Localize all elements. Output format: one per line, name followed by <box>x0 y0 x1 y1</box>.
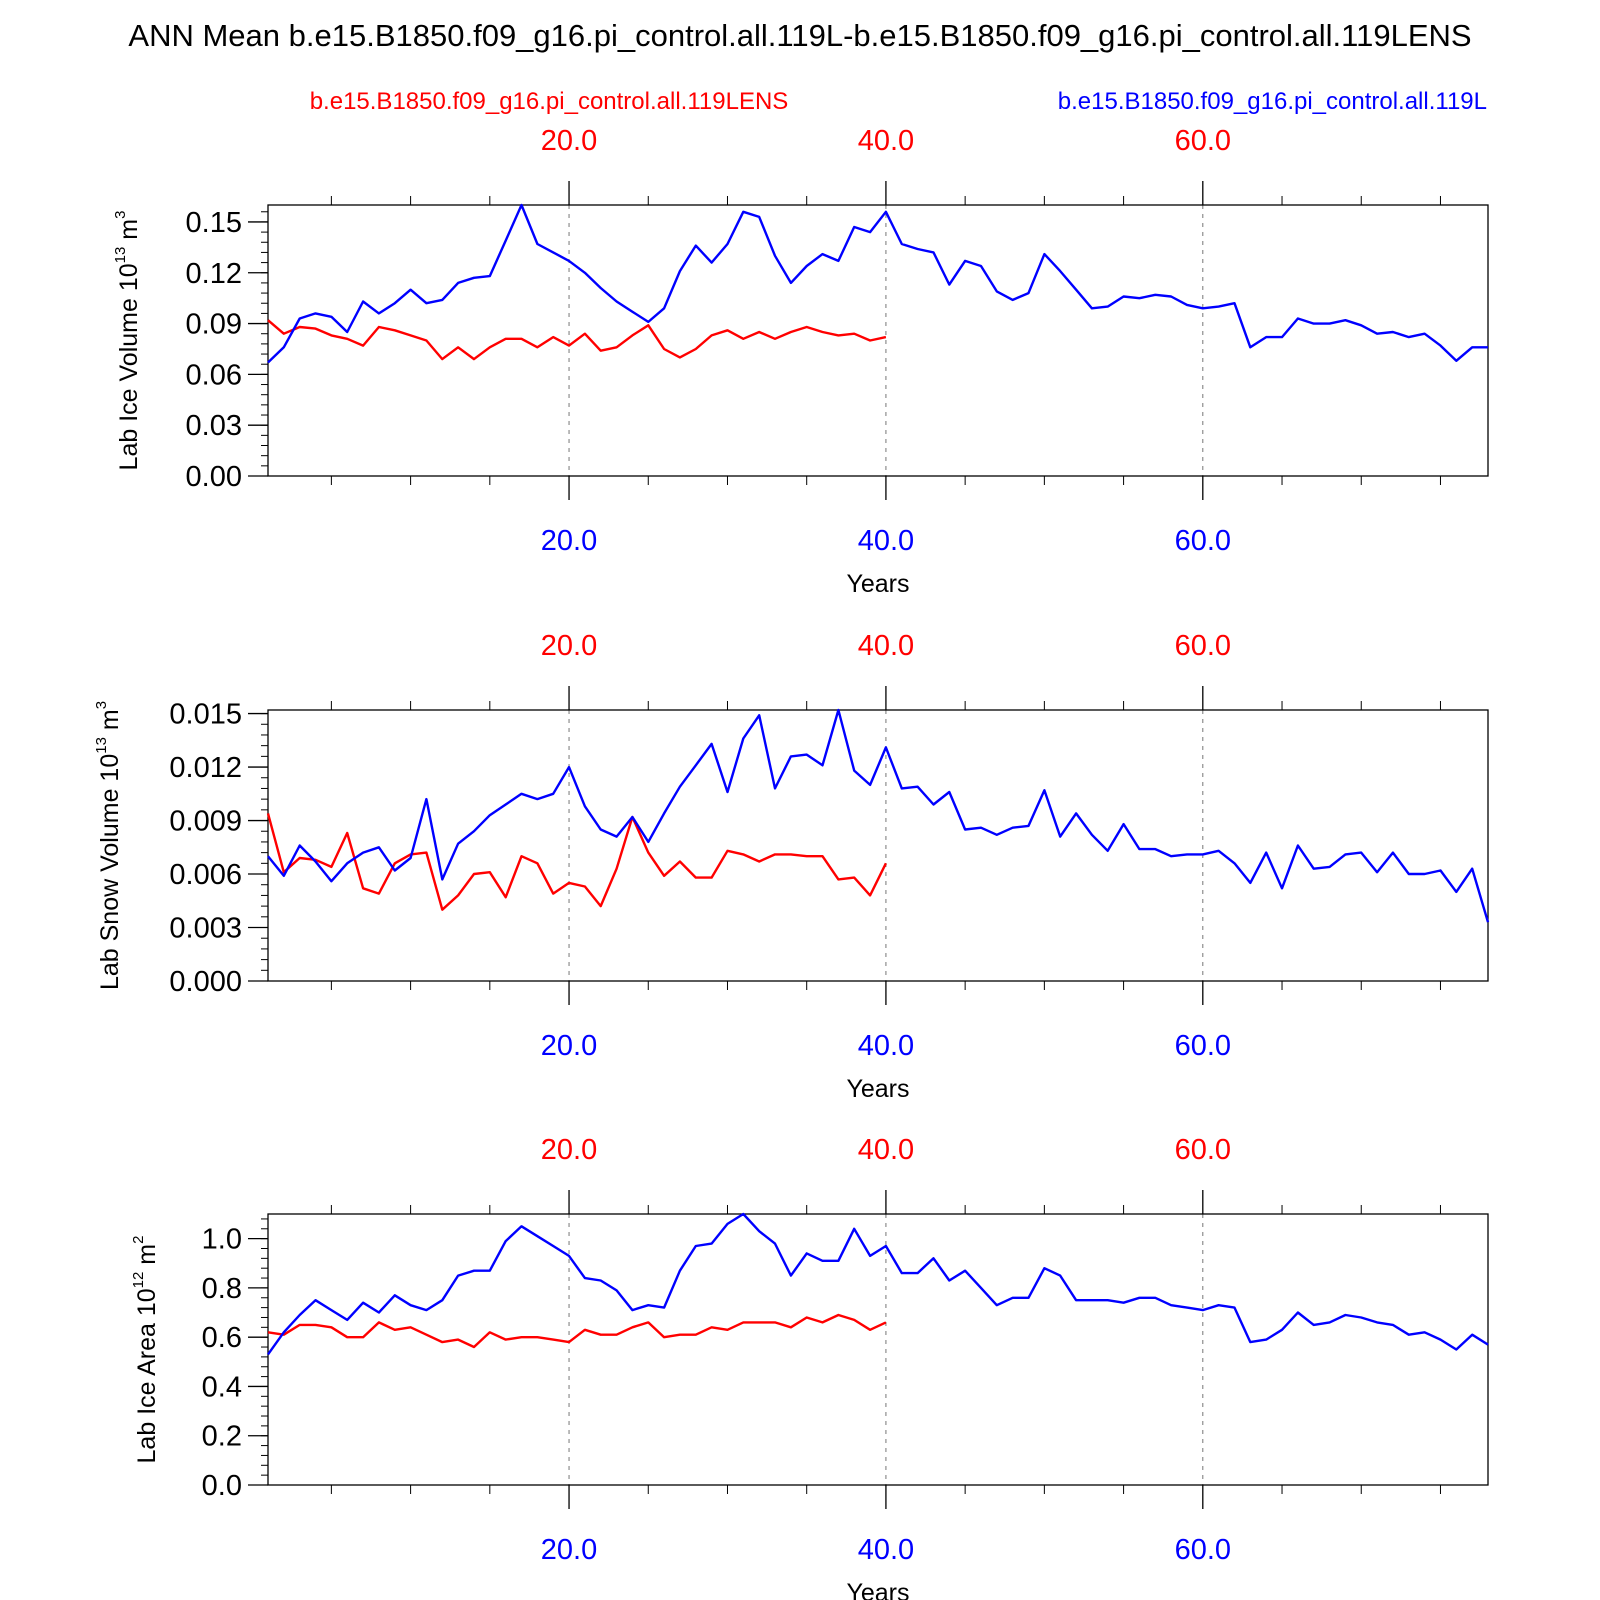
y-tick-label: 0.6 <box>202 1322 242 1354</box>
x-tick-label-top: 40.0 <box>858 630 914 662</box>
x-tick-label-bottom: 40.0 <box>858 525 914 557</box>
series-line-blue <box>267 203 1488 364</box>
y-tick-label: 0.03 <box>186 410 242 442</box>
panel-2: 0.000 0.003 0.006 0.009 0.012 0.015 20.0 20.0 40… <box>93 630 1490 1103</box>
x-tick-label-top: 20.0 <box>541 125 597 157</box>
y-tick-label: 0.009 <box>169 806 242 838</box>
y-tick-label: 0.2 <box>202 1421 242 1453</box>
panel-1: 0.00 0.03 0.06 0.09 0.12 0.15 20.0 20.0 40.0 40.0… <box>112 125 1489 598</box>
x-tick-label-bottom: 60.0 <box>1175 1030 1231 1062</box>
y-tick-label: 0.06 <box>186 359 242 391</box>
y-tick-label: 0.012 <box>169 752 242 784</box>
plot-frame <box>267 204 1489 477</box>
x-tick-label-top: 20.0 <box>541 1134 597 1166</box>
y-tick-label: 0.4 <box>202 1371 242 1403</box>
y-tick-label: 0.003 <box>169 913 242 945</box>
legend-red-label: b.e15.B1850.f09_g16.pi_control.all.119LE… <box>310 88 789 115</box>
x-tick-label-bottom: 20.0 <box>541 525 597 557</box>
x-tick-label-top: 60.0 <box>1175 630 1231 662</box>
x-tick-label-top: 40.0 <box>858 1134 914 1166</box>
y-axis-label: Lab Ice Volume 1013 m3 <box>112 211 143 471</box>
chart-title: ANN Mean b.e15.B1850.f09_g16.pi_control.… <box>128 18 1471 53</box>
panel-3: 0.0 0.2 0.4 0.6 0.8 1.0 20.0 20.0 40.0 40.0 60.0 60… <box>130 1134 1489 1600</box>
series-line-blue <box>267 708 1490 923</box>
x-tick-label-top: 60.0 <box>1175 125 1231 157</box>
chart-panels: 0.00 0.03 0.06 0.09 0.12 0.15 20.0 20.0 40.0 40.0… <box>93 125 1490 1600</box>
series-line-red <box>266 813 887 911</box>
y-tick-label: 0.15 <box>186 207 242 239</box>
x-axis-label: Years <box>846 570 909 598</box>
x-axis-label: Years <box>846 1075 909 1103</box>
x-tick-label-bottom: 20.0 <box>541 1534 597 1566</box>
x-tick-label-bottom: 20.0 <box>541 1030 597 1062</box>
y-tick-label: 1.0 <box>202 1224 242 1256</box>
y-tick-label: 0.015 <box>169 699 242 731</box>
y-tick-label: 0.12 <box>186 258 242 290</box>
x-tick-label-top: 40.0 <box>858 125 914 157</box>
legend-blue-label: b.e15.B1850.f09_g16.pi_control.all.119L <box>1058 88 1487 115</box>
x-axis-label: Years <box>846 1579 909 1600</box>
series-line-red <box>267 319 887 361</box>
x-tick-label-bottom: 40.0 <box>858 1030 914 1062</box>
x-tick-label-bottom: 60.0 <box>1175 525 1231 557</box>
y-axis-label: Lab Snow Volume 1013 m3 <box>93 701 124 990</box>
x-tick-label-bottom: 40.0 <box>858 1534 914 1566</box>
y-tick-label: 0.006 <box>169 859 242 891</box>
y-axis-label: Lab Ice Area 1012 m2 <box>130 1236 161 1464</box>
y-tick-label: 0.0 <box>202 1470 242 1502</box>
plot-frame <box>267 709 1489 982</box>
y-tick-label: 0.000 <box>169 966 242 998</box>
y-tick-label: 0.8 <box>202 1273 242 1305</box>
plot-frame <box>267 1213 1489 1486</box>
series-line-red <box>267 1313 887 1349</box>
y-tick-label: 0.09 <box>186 309 242 341</box>
y-tick-label: 0.00 <box>186 461 242 493</box>
x-tick-label-top: 20.0 <box>541 630 597 662</box>
series-line-blue <box>267 1212 1489 1356</box>
x-tick-label-bottom: 60.0 <box>1175 1534 1231 1566</box>
x-tick-label-top: 60.0 <box>1175 1134 1231 1166</box>
